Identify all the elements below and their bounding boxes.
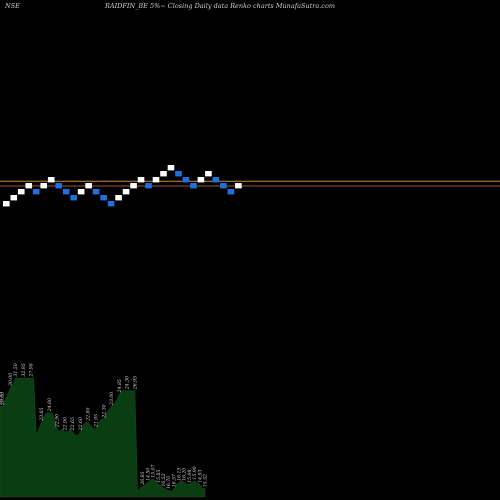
renko-brick-5 [32,189,40,195]
volume-label-16: 23.00 [109,392,115,406]
volume-label-6: 27.98 [29,363,35,377]
renko-brick-30 [220,183,227,189]
renko-brick-3 [17,189,25,195]
renko-brick-18 [130,183,137,189]
volume-label-4: 31.50 [13,363,19,376]
renko-brick-17 [122,189,130,195]
volume-label-28: 16.20 [182,468,188,481]
volume-label-7: 23.85 [39,408,45,422]
renko-brick-28 [205,171,212,177]
renko-brick-6 [40,183,48,189]
renko-brick-1 [3,201,10,207]
renko-brick-24 [175,171,182,177]
renko-brick-26 [190,183,197,189]
volume-label-12: 22.60 [78,417,84,431]
volume-label-33: 14.79 [212,0,225,2]
renko-brick-22 [160,171,167,177]
volume-label-26: 16.57 [171,474,177,487]
renko-brick-4 [25,183,33,189]
volume-label-23: 15.85 [156,470,162,483]
renko-brick-25 [182,177,190,183]
volume-label-15: 22.30 [101,404,107,418]
volume-label-24: 16.52 [161,473,167,486]
reference-lines [0,180,500,187]
renko-brick-31 [227,189,235,195]
volume-label-20: 26.85 [140,471,146,485]
renko-brick-15 [107,201,115,207]
volume-label-18: 24.30 [125,376,131,390]
volume-area-path [0,377,206,498]
volume-label-25: 16.70 [166,476,172,489]
chart-title: RAIDFIN_BE 5%~ Closing Daily data Renko … [104,2,335,10]
renko-brick-20 [145,183,152,189]
volume-label-13: 22.80 [86,408,92,422]
renko-brick-23 [167,165,175,171]
volume-label-32: 15.52 [203,474,209,487]
renko-brick-7 [47,177,55,183]
renko-brick-14 [100,195,107,201]
renko-brick-2 [10,195,18,201]
renko-brick-21 [152,177,160,183]
renko-brick-32 [235,183,242,189]
volume-label-11: 22.65 [70,417,76,431]
renko-brick-13 [92,189,100,195]
volume-area [0,377,206,498]
volume-label-8: 24.80 [47,398,53,412]
volume-label-1: 28.95 [0,392,4,406]
volume-label-3: 30.00 [8,373,14,386]
renko-brick-11 [77,189,85,195]
renko-brick-19 [137,177,145,183]
volume-label-27: 16.15 [177,468,183,481]
exchange-label: NSE [4,2,20,10]
renko-brick-10 [70,195,77,201]
volume-label-19: 26.95 [132,376,138,390]
renko-brick-8 [55,183,62,189]
renko-brick-16 [115,195,122,201]
volume-label-22: 15.07 [151,464,157,477]
volume-label-17: 24.85 [117,379,123,393]
volume-label-14: 21.95 [94,414,100,428]
renko-bricks [3,165,242,207]
volume-label-2: 29.00 [0,392,6,406]
volume-label-29: 15.98 [187,470,193,483]
renko-brick-29 [212,177,220,183]
volume-label-9: 22.90 [55,414,61,428]
volume-label-21: 14.50 [145,468,151,481]
renko-brick-27 [197,177,205,183]
volume-label-31: 14.93 [197,470,203,483]
volume-label-30: 15.90 [192,466,198,479]
renko-brick-12 [85,183,92,189]
volume-label-10: 22.90 [62,417,68,431]
renko-brick-9 [62,189,70,195]
volume-label-5: 32.95 [21,363,27,376]
